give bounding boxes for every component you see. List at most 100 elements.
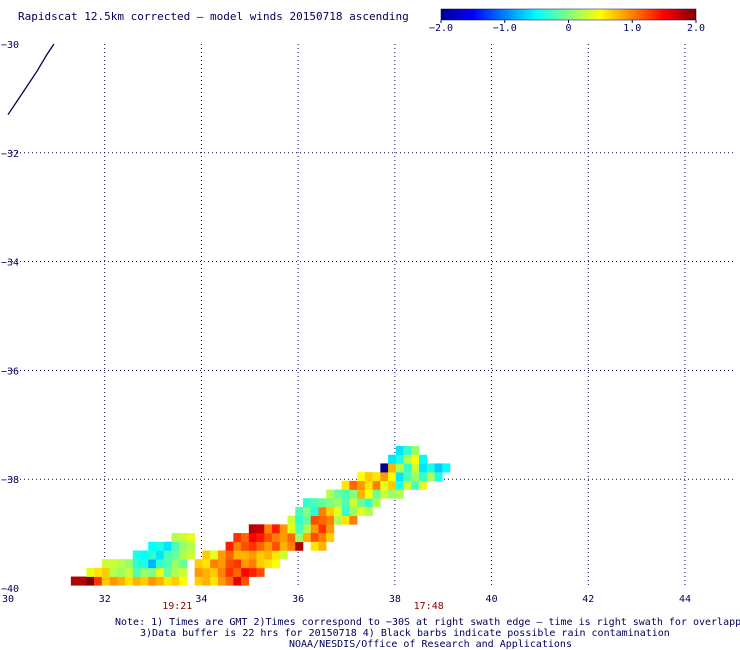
wind-cell — [295, 541, 304, 551]
wind-cell — [225, 567, 234, 577]
lat-tick-label: −32 — [1, 149, 19, 160]
wind-cell — [388, 454, 397, 464]
wind-cell — [70, 576, 79, 586]
lat-tick-label: −34 — [1, 258, 19, 269]
wind-cell — [287, 541, 296, 551]
wind-cell — [163, 576, 172, 586]
wind-cell — [372, 472, 381, 482]
wind-cell — [217, 550, 226, 560]
wind-cell — [125, 559, 134, 569]
wind-cell — [380, 463, 389, 473]
wind-cell — [186, 541, 195, 551]
wind-cell — [155, 576, 165, 586]
wind-cell — [140, 550, 149, 560]
wind-cell — [341, 515, 350, 525]
wind-cell — [202, 576, 211, 586]
wind-cell — [264, 541, 273, 551]
wind-cell — [380, 489, 389, 499]
wind-cell — [349, 498, 358, 508]
lon-tick-label: 42 — [582, 594, 594, 605]
wind-cell — [357, 506, 366, 516]
wind-cell — [318, 541, 327, 551]
wind-cell — [380, 480, 389, 490]
colorbar-tick-label: 0 — [565, 23, 571, 34]
wind-cell — [233, 576, 242, 586]
wind-cell — [264, 559, 273, 569]
wind-cell — [426, 463, 435, 473]
colorbar: −2.0 −1.0 0 1.0 2.0 — [429, 8, 705, 34]
wind-cell — [318, 506, 327, 516]
colorbar-gradient — [440, 8, 697, 21]
wind-cell — [101, 567, 110, 577]
wind-cell — [117, 559, 126, 569]
lat-tick-label: −38 — [1, 475, 19, 486]
wind-cell — [225, 559, 234, 569]
wind-cell — [326, 515, 335, 525]
wind-cell — [194, 567, 203, 577]
wind-cell — [101, 576, 110, 586]
colorbar-tick-label: 1.0 — [623, 23, 641, 34]
wind-cell — [341, 480, 350, 490]
lon-tick-label: 44 — [679, 594, 691, 605]
wind-cell — [395, 480, 404, 490]
gridlines — [8, 44, 735, 588]
wind-cell — [233, 567, 242, 577]
wind-cell — [411, 480, 420, 490]
wind-cell — [248, 550, 257, 560]
wind-cell — [194, 559, 203, 569]
wind-cell — [163, 559, 172, 569]
wind-cell — [442, 463, 451, 473]
wind-cell — [295, 506, 304, 516]
wind-cell — [388, 472, 397, 482]
wind-cell — [326, 533, 335, 543]
wind-cell — [279, 524, 288, 534]
wind-cell — [94, 567, 103, 577]
wind-cell — [357, 489, 366, 499]
wind-cell — [241, 533, 250, 543]
wind-cell — [256, 541, 265, 551]
wind-cell — [241, 576, 250, 586]
wind-cell — [310, 506, 319, 516]
wind-cell — [256, 524, 265, 534]
wind-cell — [310, 541, 319, 551]
wind-cell — [318, 524, 327, 534]
wind-cell — [411, 454, 420, 464]
wind-cell — [101, 559, 110, 569]
coastline — [7, 43, 55, 116]
wind-cell — [171, 550, 180, 560]
wind-cell — [125, 576, 134, 586]
wind-cell — [333, 498, 342, 508]
wind-cell — [326, 498, 335, 508]
wind-cell — [217, 559, 226, 569]
wind-cell — [403, 446, 412, 456]
lon-tick-label: 32 — [99, 594, 111, 605]
wind-cell — [179, 567, 188, 577]
wind-cell — [78, 576, 87, 586]
wind-cell — [295, 533, 304, 543]
wind-cell — [210, 559, 219, 569]
wind-cell — [163, 550, 172, 560]
wind-cell — [163, 567, 172, 577]
lat-tick-label: −36 — [1, 366, 19, 377]
wind-cell — [295, 515, 304, 525]
wind-cell — [403, 480, 412, 490]
wind-cell — [217, 567, 226, 577]
wind-cell — [225, 550, 234, 560]
wind-cell — [388, 480, 397, 490]
wind-cell — [403, 463, 412, 473]
wind-cell — [186, 533, 195, 543]
wind-cell — [256, 559, 265, 569]
wind-cell — [318, 533, 327, 543]
wind-cell — [155, 567, 165, 577]
wind-cell — [163, 541, 172, 551]
wind-cell — [241, 541, 250, 551]
wind-cell — [132, 550, 141, 560]
wind-cell — [302, 515, 312, 525]
wind-cell — [395, 446, 404, 456]
wind-cell — [395, 463, 404, 473]
map-title: Rapidscat 12.5km corrected – model winds… — [18, 10, 409, 23]
wind-cell — [333, 515, 342, 525]
wind-cell — [364, 489, 373, 499]
wind-cell — [287, 524, 296, 534]
wind-cell — [341, 489, 350, 499]
